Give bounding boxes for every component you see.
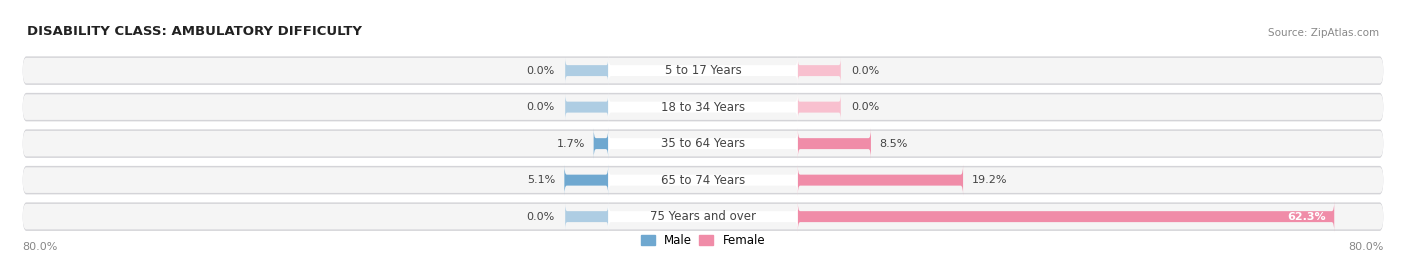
FancyBboxPatch shape [22,131,1384,156]
Text: 18 to 34 Years: 18 to 34 Years [661,101,745,114]
Text: 8.5%: 8.5% [880,139,908,149]
Text: 1.7%: 1.7% [557,139,585,149]
FancyBboxPatch shape [565,94,609,121]
Text: 80.0%: 80.0% [22,242,58,252]
FancyBboxPatch shape [565,203,609,230]
FancyBboxPatch shape [609,200,797,233]
Text: 65 to 74 Years: 65 to 74 Years [661,174,745,187]
FancyBboxPatch shape [609,54,797,87]
FancyBboxPatch shape [22,129,1384,158]
FancyBboxPatch shape [609,127,797,160]
FancyBboxPatch shape [593,128,609,159]
FancyBboxPatch shape [609,164,797,197]
Text: 19.2%: 19.2% [972,175,1007,185]
FancyBboxPatch shape [22,58,1384,83]
Legend: Male, Female: Male, Female [641,234,765,247]
Text: 5 to 17 Years: 5 to 17 Years [665,64,741,77]
Text: 62.3%: 62.3% [1286,212,1326,222]
FancyBboxPatch shape [797,201,1334,232]
FancyBboxPatch shape [22,166,1384,194]
Text: DISABILITY CLASS: AMBULATORY DIFFICULTY: DISABILITY CLASS: AMBULATORY DIFFICULTY [27,26,361,38]
Text: 35 to 64 Years: 35 to 64 Years [661,137,745,150]
Text: 0.0%: 0.0% [527,212,555,222]
Text: 0.0%: 0.0% [851,102,879,112]
FancyBboxPatch shape [22,56,1384,85]
Text: 0.0%: 0.0% [527,66,555,76]
FancyBboxPatch shape [22,167,1384,193]
FancyBboxPatch shape [22,202,1384,231]
FancyBboxPatch shape [609,91,797,123]
Text: Source: ZipAtlas.com: Source: ZipAtlas.com [1268,29,1379,38]
FancyBboxPatch shape [797,57,841,84]
FancyBboxPatch shape [564,164,609,196]
FancyBboxPatch shape [797,128,870,159]
FancyBboxPatch shape [22,94,1384,120]
Text: 75 Years and over: 75 Years and over [650,210,756,223]
Text: 5.1%: 5.1% [527,175,555,185]
Text: 0.0%: 0.0% [527,102,555,112]
FancyBboxPatch shape [565,57,609,84]
FancyBboxPatch shape [797,164,963,196]
FancyBboxPatch shape [22,93,1384,121]
FancyBboxPatch shape [797,94,841,121]
FancyBboxPatch shape [22,204,1384,229]
Text: 0.0%: 0.0% [851,66,879,76]
Text: 80.0%: 80.0% [1348,242,1384,252]
